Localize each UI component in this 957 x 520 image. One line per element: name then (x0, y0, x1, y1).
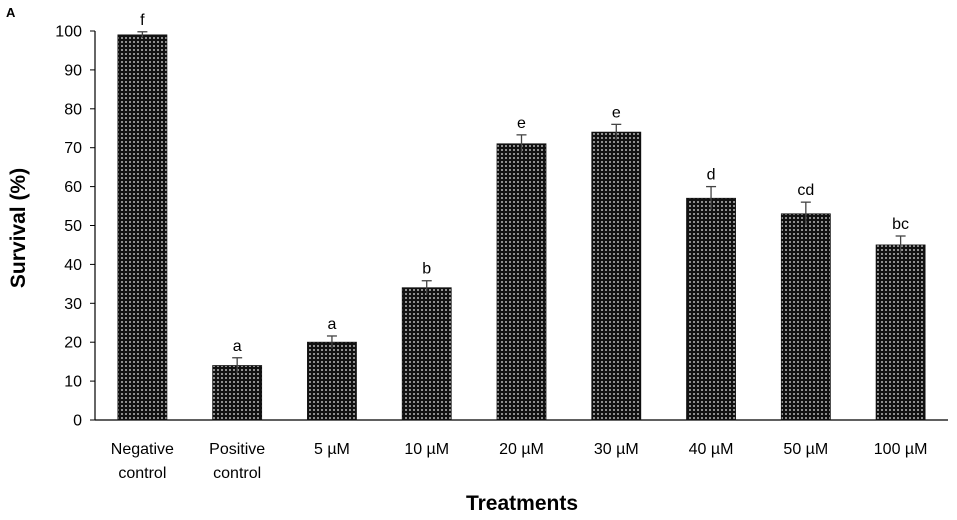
y-tick-label: 70 (64, 140, 82, 157)
bar (780, 213, 831, 421)
significance-label: a (233, 338, 242, 355)
significance-label: f (140, 12, 145, 29)
error-bars (137, 31, 906, 374)
x-tick-label: 5 µM (314, 441, 350, 458)
x-axis-title: Treatments (466, 492, 578, 515)
significance-label: bc (892, 216, 909, 233)
bar (686, 197, 736, 421)
y-tick-label: 40 (64, 257, 82, 274)
y-tick-label: 0 (73, 413, 82, 430)
y-tick-label: 90 (64, 62, 82, 79)
x-tick-label: 40 µM (689, 441, 734, 458)
y-tick-label: 80 (64, 101, 82, 118)
bar (117, 34, 168, 421)
y-tick-label: 10 (64, 374, 82, 391)
bar (212, 365, 263, 421)
y-tick-label: 20 (64, 335, 82, 352)
significance-label: d (707, 167, 716, 184)
y-tick-label: 50 (64, 218, 82, 235)
x-tick-label: 20 µM (499, 441, 544, 458)
significance-label: b (422, 261, 431, 278)
x-tick-label: control (118, 465, 166, 482)
y-axis-title: Survival (%) (7, 168, 30, 288)
y-tick-label: 60 (64, 179, 82, 196)
bar (307, 341, 357, 421)
x-tick-label: 100 µM (874, 441, 928, 458)
x-tick-label: Positive (209, 441, 265, 458)
y-ticks: 0 10 20 30 40 50 60 70 80 90 100 (55, 24, 95, 430)
panel-label: A (6, 5, 16, 20)
y-tick-label: 30 (64, 296, 82, 313)
bar (401, 287, 452, 421)
bar (496, 143, 547, 421)
x-tick-label: Negative (111, 441, 174, 458)
bar (875, 244, 926, 421)
x-tick-label: 50 µM (783, 441, 828, 458)
significance-label: cd (797, 182, 814, 199)
significance-label: e (612, 104, 621, 121)
significance-label: a (327, 316, 336, 333)
x-tick-label: control (213, 465, 261, 482)
significance-labels: f a a b e e d cd bc (140, 12, 909, 355)
significance-label: e (517, 115, 526, 132)
bars (117, 34, 926, 421)
category-labels: Negative control Positive control 5 µM 10 µM 2… (111, 441, 928, 482)
y-tick-label: 100 (55, 24, 82, 41)
x-tick-label: 30 µM (594, 441, 639, 458)
bar (591, 131, 642, 421)
x-tick-label: 10 µM (404, 441, 449, 458)
